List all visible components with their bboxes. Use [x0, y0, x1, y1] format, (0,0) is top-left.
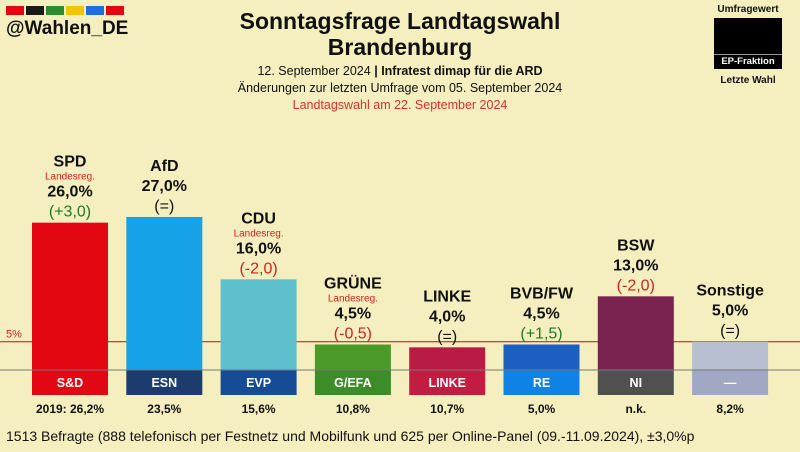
faction-box	[32, 370, 108, 395]
account-handle: @Wahlen_DE	[6, 18, 129, 39]
threshold-label: 5%	[6, 329, 22, 341]
brand-stripe	[6, 6, 24, 15]
title-line-2: Brandenburg	[327, 34, 473, 60]
bar-afd	[126, 217, 203, 370]
faction-label: —	[724, 376, 737, 390]
change-label: (=)	[720, 323, 740, 340]
last-election-label: 2019: 26,2%	[36, 402, 104, 416]
change-label: (-2,0)	[239, 260, 277, 277]
faction-label: G/EFA	[334, 376, 372, 390]
bar-grne	[314, 344, 391, 370]
value-label: 4,0%	[429, 308, 465, 325]
faction-label: ESN	[151, 376, 177, 390]
change-label: (-2,0)	[617, 277, 655, 294]
faction-box	[692, 370, 769, 395]
faction-label: EVP	[246, 376, 271, 390]
bar-cdu	[220, 279, 297, 370]
last-election-label: 10,7%	[430, 402, 464, 416]
legend-bar-swatch	[714, 18, 782, 55]
bar-sonstige	[692, 341, 769, 370]
faction-box	[503, 370, 580, 395]
brand-stripe	[106, 6, 124, 15]
last-election-label: n.k.	[625, 402, 646, 416]
value-label: 4,5%	[335, 306, 371, 323]
brand-stripe	[26, 6, 44, 15]
last-election-label: 23,5%	[147, 402, 181, 416]
value-label: 4,5%	[523, 306, 559, 323]
brand-stripe	[66, 6, 84, 15]
party-name: AfD	[150, 158, 178, 175]
last-election-label: 15,6%	[242, 402, 276, 416]
party-name: LINKE	[423, 288, 471, 305]
legend-faction: EP-Fraktion	[714, 55, 782, 69]
value-label: 26,0%	[47, 184, 92, 201]
value-label: 13,0%	[613, 257, 658, 274]
changes-note: Änderungen zur letzten Umfrage vom 05. S…	[237, 81, 563, 95]
last-election-label: 8,2%	[716, 402, 744, 416]
poll-date: 12. September 2024	[257, 64, 371, 78]
brand-stripe	[86, 6, 104, 15]
party-name: SPD	[54, 154, 87, 171]
faction-box	[220, 370, 297, 395]
bar-linke	[409, 347, 486, 370]
change-label: (-0,5)	[334, 326, 372, 343]
header: @Wahlen_DE Sonntagsfrage Landtagswahl Br…	[0, 0, 800, 120]
faction-box	[409, 370, 486, 395]
value-label: 5,0%	[712, 303, 748, 320]
last-election-label: 5,0%	[528, 402, 556, 416]
chart-title: Sonntagsfrage Landtagswahl Brandenburg	[150, 8, 650, 60]
legend-last-election: Letzte Wahl	[720, 75, 776, 86]
faction-label: RE	[533, 376, 550, 390]
change-label: (+1,5)	[520, 326, 562, 343]
election-note: Landtagswahl am 22. September 2024	[292, 98, 508, 112]
brand-stripe	[46, 6, 64, 15]
government-label: Landesreg.	[45, 172, 95, 183]
value-label: 16,0%	[236, 240, 281, 257]
last-election-label: 10,8%	[336, 402, 370, 416]
change-label: (=)	[154, 198, 174, 215]
faction-label: NI	[630, 376, 643, 390]
brand-stripes	[6, 6, 124, 15]
footnote: 1513 Befragte (888 telefonisch per Festn…	[6, 428, 695, 444]
title-line-1: Sonntagsfrage Landtagswahl	[239, 8, 561, 34]
poll-meta: 12. September 2024 | Infratest dimap für…	[150, 64, 650, 78]
party-name: GRÜNE	[324, 274, 382, 293]
bar-bsw	[597, 296, 674, 370]
legend-poll-value: Umfragewert	[717, 4, 779, 15]
faction-label: S&D	[57, 376, 83, 390]
meta-separator: |	[374, 64, 378, 78]
party-name: BSW	[617, 237, 655, 254]
value-label: 27,0%	[142, 178, 187, 195]
legend: Umfragewert EP-Fraktion Letzte Wahl	[700, 4, 796, 86]
party-name: Sonstige	[696, 283, 764, 300]
faction-box	[314, 370, 391, 395]
bar-bvbfw	[503, 344, 580, 370]
bar-spd	[32, 222, 108, 370]
pollster: Infratest dimap für die ARD	[381, 64, 543, 78]
change-label: (+3,0)	[49, 204, 91, 221]
party-name: CDU	[241, 210, 276, 227]
faction-box	[597, 370, 674, 395]
change-label: (=)	[437, 328, 457, 345]
government-label: Landesreg.	[234, 228, 284, 239]
party-name: BVB/FW	[510, 286, 574, 303]
faction-label: LINKE	[428, 376, 466, 390]
faction-box	[126, 370, 203, 395]
government-label: Landesreg.	[328, 294, 378, 305]
